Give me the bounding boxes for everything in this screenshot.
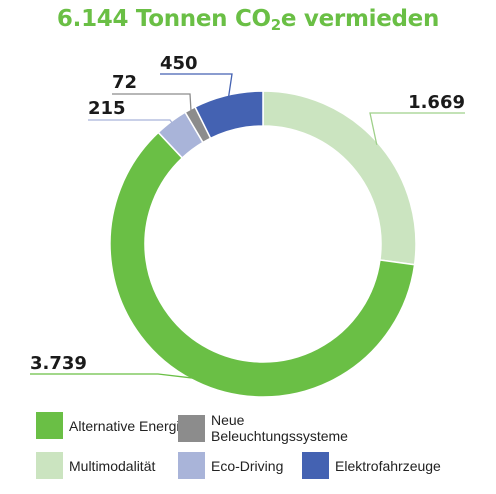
legend-label: Alternative Energien (69, 417, 196, 434)
leader-line (160, 73, 233, 98)
leader-line (112, 93, 192, 112)
legend-label: Eco-Driving (211, 457, 284, 474)
leader-line (369, 112, 465, 145)
leader-line (30, 373, 194, 379)
leader-lines (30, 73, 465, 379)
legend-swatch (36, 412, 63, 439)
legend-item-elektrofahrzeuge: Elektrofahrzeuge (302, 452, 441, 479)
value-label: 450 (160, 53, 198, 74)
legend-item-neue-beleuchtungssysteme: Neue Beleuchtungssysteme (178, 412, 351, 444)
donut-slices (109, 90, 417, 398)
leader-line (88, 119, 173, 124)
donut-chart: 1.669 3.739 215 72 450 (30, 53, 465, 398)
value-label: 3.739 (30, 353, 87, 374)
legend-label: Neue Beleuchtungssysteme (211, 412, 348, 444)
legend-item-eco-driving: Eco-Driving (178, 452, 283, 479)
title-rest: e vermieden (280, 6, 440, 32)
legend-swatch (302, 452, 329, 479)
donut-slice-multimodalit-t (262, 90, 417, 266)
donut-slice-alternative-energien (109, 131, 416, 398)
legend-item-multimodalitaet: Multimodalität (36, 452, 155, 479)
value-label: 215 (88, 98, 126, 119)
legend-label: Elektrofahrzeuge (335, 457, 441, 474)
legend-swatch (36, 452, 63, 479)
legend-item-alternative-energien: Alternative Energien (36, 412, 195, 439)
legend-swatch (178, 414, 205, 442)
value-label: 1.669 (408, 92, 465, 113)
legend-swatch (178, 452, 205, 479)
title-subscript: 2 (270, 16, 281, 34)
title-main: 6.144 Tonnen CO (56, 6, 271, 32)
legend-label: Multimodalität (69, 457, 156, 474)
donut-slice-elektrofahrzeuge (194, 90, 264, 140)
chart-title: 6.144 Tonnen CO2e vermieden (0, 6, 496, 34)
value-labels: 1.669 3.739 215 72 450 (30, 53, 465, 374)
value-label: 72 (112, 72, 137, 93)
